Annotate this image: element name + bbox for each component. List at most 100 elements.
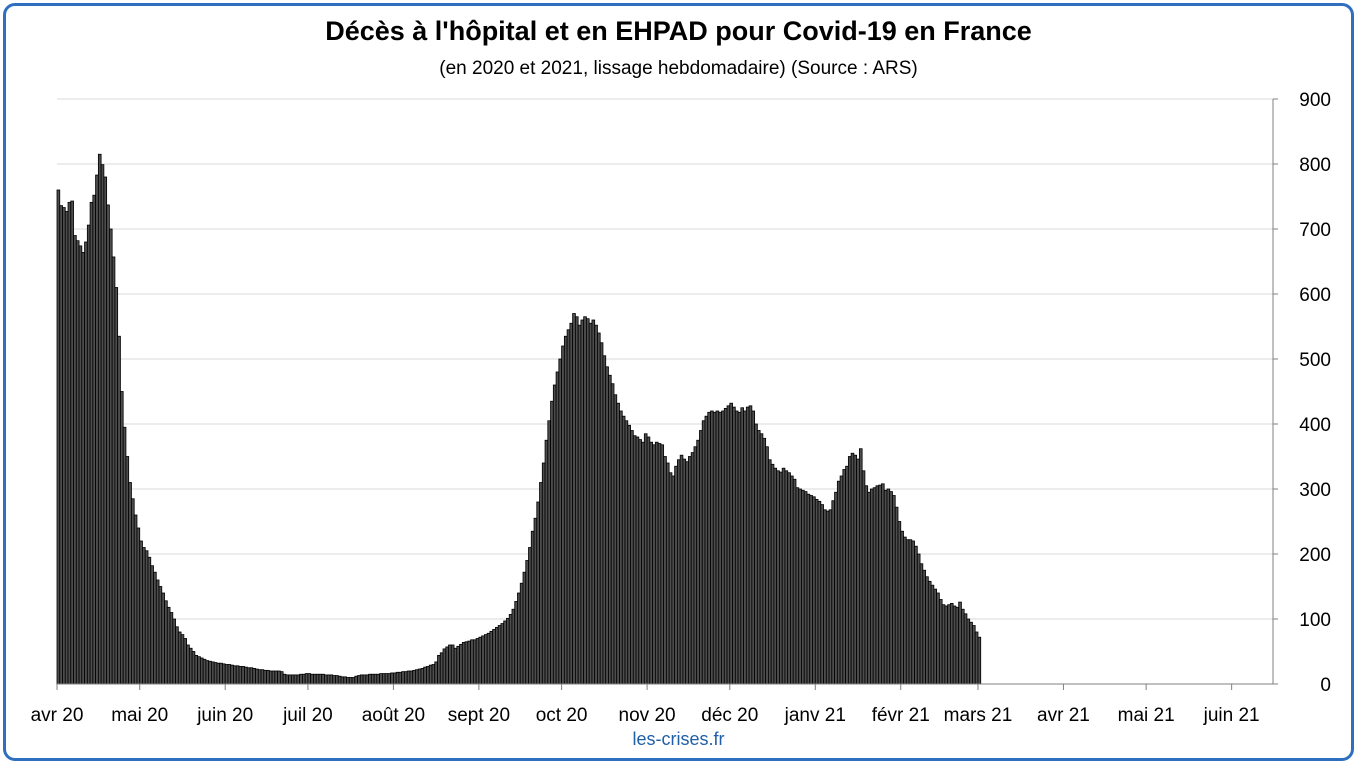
bar-128 — [409, 670, 414, 685]
y-tick-label-300: 300 — [1299, 480, 1331, 501]
bar-180 — [552, 384, 557, 685]
bar-334 — [977, 636, 982, 685]
bar-214 — [646, 436, 651, 685]
bar-298 — [878, 484, 882, 685]
bar-300 — [883, 489, 888, 685]
bar-251 — [748, 405, 753, 685]
bar-156 — [486, 632, 491, 685]
bar-119 — [384, 673, 389, 685]
bar-301 — [886, 488, 891, 685]
bar-60 — [222, 663, 226, 685]
bar-31 — [142, 547, 146, 685]
bar-118 — [381, 673, 386, 685]
bar-86 — [293, 674, 298, 685]
bar-110 — [359, 674, 364, 685]
axes — [57, 99, 1274, 685]
bar-309 — [908, 539, 913, 685]
bar-36 — [155, 579, 160, 685]
bar-131 — [417, 668, 422, 685]
bar-284 — [839, 475, 844, 685]
bar-75 — [263, 669, 267, 685]
bar-55 — [208, 660, 212, 685]
x-tick-label-14: juin 21 — [1203, 705, 1260, 726]
bar-29 — [136, 527, 141, 685]
bar-2 — [62, 207, 66, 685]
bar-193 — [588, 322, 593, 685]
bar-256 — [762, 437, 767, 685]
bar-125 — [401, 671, 405, 685]
bar-101 — [335, 675, 339, 685]
bar-132 — [420, 668, 425, 685]
bar-163 — [506, 617, 510, 685]
bar-79 — [274, 670, 278, 685]
bar-103 — [340, 676, 345, 685]
bar-234 — [701, 420, 706, 685]
bar-165 — [511, 608, 516, 685]
bar-140 — [442, 648, 447, 685]
bar-310 — [911, 540, 915, 685]
bar-146 — [459, 643, 463, 685]
bar-217 — [654, 441, 659, 685]
bar-294 — [867, 491, 871, 685]
bar-53 — [202, 658, 207, 685]
bar-153 — [478, 636, 483, 685]
bar-62 — [227, 664, 232, 685]
bar-268 — [795, 487, 800, 685]
bar-195 — [594, 324, 598, 685]
bar-179 — [550, 400, 554, 685]
bar-16 — [100, 164, 105, 685]
bar-88 — [299, 673, 303, 685]
bar-243 — [726, 405, 731, 685]
y-tick-label-200: 200 — [1299, 545, 1331, 566]
bar-49 — [191, 651, 196, 685]
bar-149 — [467, 640, 472, 685]
bar-33 — [147, 556, 152, 685]
bar-296 — [872, 487, 877, 685]
bar-3 — [64, 211, 69, 685]
bar-40 — [166, 606, 171, 685]
bar-213 — [643, 433, 648, 685]
bar-99 — [329, 674, 334, 685]
bar-89 — [302, 673, 306, 685]
bar-203 — [616, 402, 620, 685]
x-tick-label-9: janv 21 — [784, 705, 846, 726]
bar-80 — [277, 670, 281, 685]
bar-25 — [125, 456, 130, 685]
bar-303 — [892, 495, 896, 685]
bar-65 — [235, 665, 240, 685]
bar-127 — [406, 670, 411, 685]
bar-235 — [704, 415, 709, 685]
bar-330 — [966, 618, 971, 685]
bar-189 — [577, 324, 582, 685]
bar-255 — [759, 433, 764, 685]
bar-141 — [445, 646, 449, 685]
bar-91 — [307, 673, 312, 685]
bar-133 — [423, 666, 427, 685]
source-label: les-crises.fr — [632, 729, 725, 749]
bar-142 — [448, 644, 452, 685]
bar-183 — [561, 345, 565, 685]
bar-324 — [949, 603, 954, 685]
bar-240 — [718, 411, 722, 685]
bar-226 — [679, 454, 684, 685]
bar-20 — [111, 256, 116, 685]
bar-302 — [889, 491, 893, 685]
bar-84 — [288, 674, 292, 685]
bar-313 — [919, 563, 924, 685]
bar-42 — [172, 618, 176, 685]
bar-173 — [533, 517, 538, 685]
bar-46 — [183, 638, 187, 685]
bar-290 — [856, 458, 860, 685]
bar-148 — [464, 641, 469, 685]
bar-130 — [415, 669, 419, 685]
y-tick-label-700: 700 — [1299, 220, 1331, 241]
bar-102 — [337, 675, 342, 685]
bar-319 — [936, 592, 940, 685]
bar-278 — [823, 509, 827, 685]
bar-169 — [522, 571, 527, 685]
x-tick-label-5: sept 20 — [448, 705, 510, 726]
x-tick-label-13: mai 21 — [1118, 705, 1175, 726]
y-tick-label-100: 100 — [1299, 610, 1331, 631]
bar-144 — [453, 647, 458, 685]
bar-108 — [354, 675, 358, 685]
